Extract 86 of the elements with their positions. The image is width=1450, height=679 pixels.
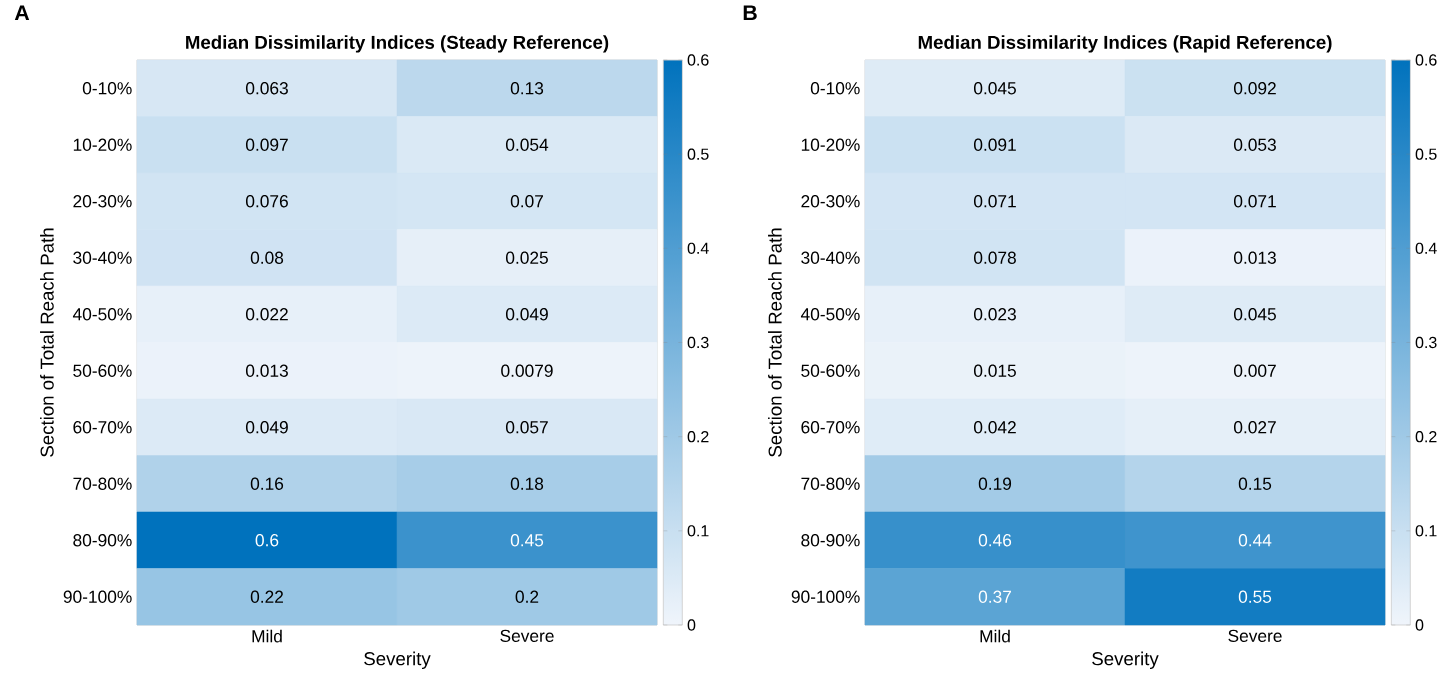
data-label: 0.063 [245,82,288,95]
data-label: 0.08 [250,251,284,264]
y-tick-label: 40-50% [72,308,132,321]
data-label: 0.054 [505,138,549,151]
y-tick-label: 10-20% [73,138,132,151]
data-label: 0.013 [245,364,288,377]
data-label: 0.042 [973,421,1016,434]
y-tick-label: 30-40% [801,251,860,264]
data-label: 0.076 [245,195,288,208]
color-bar-label: 0.6 [687,54,709,66]
data-label: 0.18 [510,477,544,490]
x-tick-label: Severe [1228,629,1282,642]
data-label: 0.007 [1233,364,1276,377]
color-bar-label: 0.6 [1415,54,1437,66]
chart-title: Median Dissimilarity Indices (Rapid Reference) [918,35,1332,53]
y-tick-label: 50-60% [73,364,132,377]
data-label: 0.053 [1233,138,1276,151]
color-bar-label: 0.1 [687,525,709,537]
data-label: 0.023 [973,308,1016,321]
y-tick-label: 70-80% [73,477,132,490]
data-label: 0.55 [1238,590,1272,603]
data-label: 0.013 [1233,251,1276,264]
data-label: 0.45 [510,534,544,547]
y-tick-label: 20-30% [73,195,132,208]
color-bar-label: 0.4 [687,242,709,254]
data-label: 0.057 [505,421,548,434]
color-bar-label: 0.5 [687,148,709,160]
text: A [14,5,30,21]
data-label: 0.015 [973,364,1016,377]
data-label: 0.13 [510,82,544,95]
text: B [743,5,757,21]
data-label: 0.049 [245,421,288,434]
y-tick-label: 40-50% [800,308,860,321]
data-label: 0.025 [505,251,548,264]
color-bar-label: 0.3 [1415,336,1437,349]
y-tick-label: 60-70% [801,421,860,434]
color-bar-label: 0.5 [1415,148,1437,160]
y-tick-label: 30-40% [73,251,132,264]
chart-title: Median Dissimilarity Indices (Steady Reference) [186,35,609,53]
x-tick-label: Mild [980,629,1010,643]
y-tick-label: 0-10% [82,82,132,95]
x-tick-label: Severe [500,629,554,642]
y-tick-label: 80-90% [73,534,132,547]
data-label: 0.091 [973,138,1016,151]
data-label: 0.22 [250,590,283,603]
y-tick-label: 90-100% [63,590,132,603]
color-bar-label: 0.2 [687,431,709,443]
data-label: 0.6 [255,534,279,547]
y-tick-label: 10-20% [801,138,860,151]
data-label: 0.46 [978,534,1012,547]
data-label: 0.049 [505,308,548,321]
data-label: 0.022 [245,308,288,321]
color-bar-label: 0.4 [1415,242,1437,254]
data-label: 0.045 [973,82,1016,95]
data-label: 0.19 [978,477,1012,490]
data-label: 0.15 [1238,477,1272,490]
y-tick-label: 80-90% [801,534,860,547]
color-bar-label: 0.3 [687,336,709,349]
y-tick-label: 50-60% [801,364,860,377]
data-label: 0.045 [1233,308,1276,321]
x-axis-title: Severity [1092,651,1159,669]
data-label: 0.2 [515,590,539,603]
y-tick-label: 20-30% [801,195,860,208]
data-label: 0.0079 [501,364,553,377]
x-axis-title: Severity [364,651,431,669]
data-label: 0.37 [978,590,1011,603]
data-label: 0.071 [1233,195,1276,208]
data-label: 0.071 [973,195,1016,208]
data-label: 0.027 [1233,421,1276,434]
data-label: 0.097 [245,138,288,151]
y-tick-label: 90-100% [791,590,860,603]
color-bar-label: 0 [1415,619,1424,631]
y-axis-title: Section of Total Reach Path [768,228,782,457]
y-tick-label: 0-10% [810,82,860,95]
data-label: 0.092 [1233,82,1276,95]
y-tick-label: 60-70% [73,421,132,434]
data-label: 0.078 [973,251,1016,264]
y-tick-label: 70-80% [801,477,860,490]
color-bar-label: 0.2 [1415,431,1437,443]
data-label: 0.16 [250,477,284,490]
data-label: 0.07 [510,195,543,208]
data-label: 0.44 [1238,534,1272,547]
x-tick-label: Mild [252,629,282,643]
y-axis-title: Section of Total Reach Path [40,228,54,457]
color-bar-label: 0 [687,619,696,631]
color-bar-label: 0.1 [1415,525,1437,537]
